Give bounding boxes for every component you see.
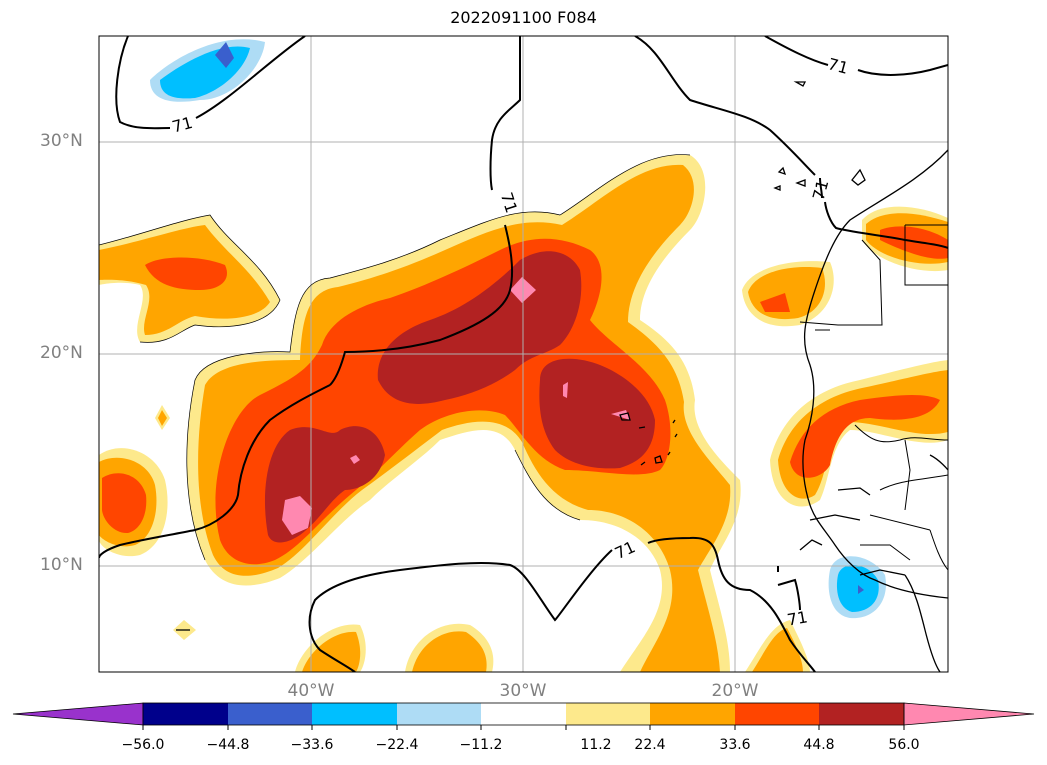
lat-label-20n: 20°N — [40, 343, 83, 363]
map-plot-area — [99, 36, 948, 672]
colorbar-extend-low — [12, 702, 144, 726]
colorbar-bin — [566, 703, 650, 725]
positive-anomaly-nw — [99, 215, 280, 343]
island-marks — [176, 412, 678, 631]
contour-label: 71 — [786, 607, 809, 629]
negative-anomaly-nw — [150, 39, 265, 102]
colorbar-bin — [819, 703, 904, 725]
colorbar-tick-label: 11.2 — [580, 737, 612, 753]
colorbar-tick-label: −22.4 — [375, 737, 419, 753]
colorbar-tick-label: −11.2 — [459, 737, 503, 753]
contour-label: 71 — [826, 54, 851, 78]
map-title: 2022091100 F084 — [450, 8, 597, 27]
positive-anomaly-w — [99, 448, 168, 557]
positive-anomaly-south — [155, 405, 810, 672]
lon-label-30w: 30°W — [499, 681, 547, 701]
geopotential-contour-71 — [99, 36, 948, 672]
colorbar-tick-label: −33.6 — [290, 737, 334, 753]
colorbar-tick-label: −56.0 — [121, 737, 165, 753]
lon-label-40w: 40°W — [287, 681, 335, 701]
colorbar-tick-label: 56.0 — [888, 737, 920, 753]
colorbar-bin — [397, 703, 481, 725]
coastlines — [773, 81, 948, 672]
contour-label: 71 — [809, 178, 833, 203]
contour-label: 71 — [170, 113, 195, 137]
contour-labels: 71 71 71 71 71 71 — [170, 54, 850, 629]
colorbar-extend-high — [903, 702, 1035, 726]
lat-label-30n: 30°N — [40, 131, 83, 151]
colorbar-bin — [312, 703, 397, 725]
positive-anomaly-east — [742, 206, 948, 507]
country-borders — [799, 224, 948, 571]
colorbar-tick-label: −44.8 — [206, 737, 250, 753]
colorbar-bin — [228, 703, 312, 725]
map-frame — [98, 35, 949, 673]
anomaly-outline — [99, 154, 691, 561]
colorbar-tick-label: 33.6 — [719, 737, 751, 753]
colorbar-bin — [143, 703, 228, 725]
colorbar-bin — [650, 703, 735, 725]
colorbar-tick-label: 44.8 — [803, 737, 835, 753]
colorbar — [12, 702, 1035, 730]
positive-anomaly-main — [186, 154, 741, 672]
colorbar-tick-label: 22.4 — [634, 737, 666, 753]
colorbar-bin — [481, 703, 566, 725]
colorbar-bin — [735, 703, 819, 725]
lon-label-20w: 20°W — [711, 681, 759, 701]
lat-label-10n: 10°N — [40, 555, 83, 575]
